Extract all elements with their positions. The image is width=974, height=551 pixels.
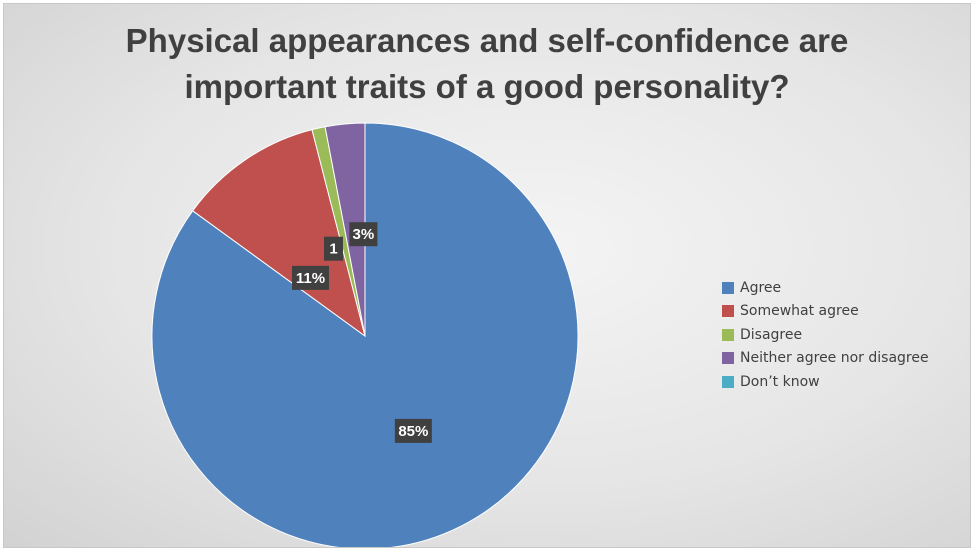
data-label-box (349, 222, 378, 247)
data-label: 85% (394, 418, 432, 443)
data-label: 11% (291, 265, 329, 290)
legend-label: Somewhat agree (740, 303, 859, 320)
data-label-text: 3% (353, 226, 375, 243)
legend-swatch (722, 375, 734, 388)
data-labels: 85% 11%1 3% (291, 222, 432, 443)
data-label-box (291, 265, 329, 290)
legend-item: Disagree (722, 323, 929, 347)
legend-swatch (722, 328, 734, 341)
data-label: 3% (349, 222, 378, 247)
data-label-text: 11% (296, 270, 325, 287)
legend-label: Neither agree nor disagree (740, 350, 929, 367)
data-label-box (323, 236, 343, 261)
pie-slice-agree (151, 122, 579, 547)
legend-item: Agree (722, 276, 929, 300)
legend-item: Neither agree nor disagree (722, 347, 929, 371)
legend-item: Don’t know (722, 370, 929, 394)
chart-area: Physical appearances and self-confidence… (3, 3, 971, 548)
legend-label: Agree (740, 279, 782, 296)
legend-item: Somewhat agree (722, 300, 929, 324)
legend-swatch (722, 352, 734, 365)
legend-swatch (722, 305, 734, 318)
data-label-text: 85% (398, 423, 428, 440)
data-label-text: 1 (329, 241, 337, 258)
legend: Agree Somewhat agree Disagree Neither agree… (722, 276, 929, 394)
data-label: 1 (323, 236, 343, 261)
legend-label: Don’t know (740, 373, 820, 390)
legend-swatch (722, 281, 734, 294)
pie-chart: 85% 11%1 3% (151, 122, 579, 547)
pie-slices (151, 122, 579, 547)
pie-slice-neither-agree-nor-disagree (324, 122, 366, 337)
legend-label: Disagree (740, 326, 803, 343)
data-label-box (394, 418, 432, 443)
chart-title: Physical appearances and self-confidence… (125, 22, 849, 105)
